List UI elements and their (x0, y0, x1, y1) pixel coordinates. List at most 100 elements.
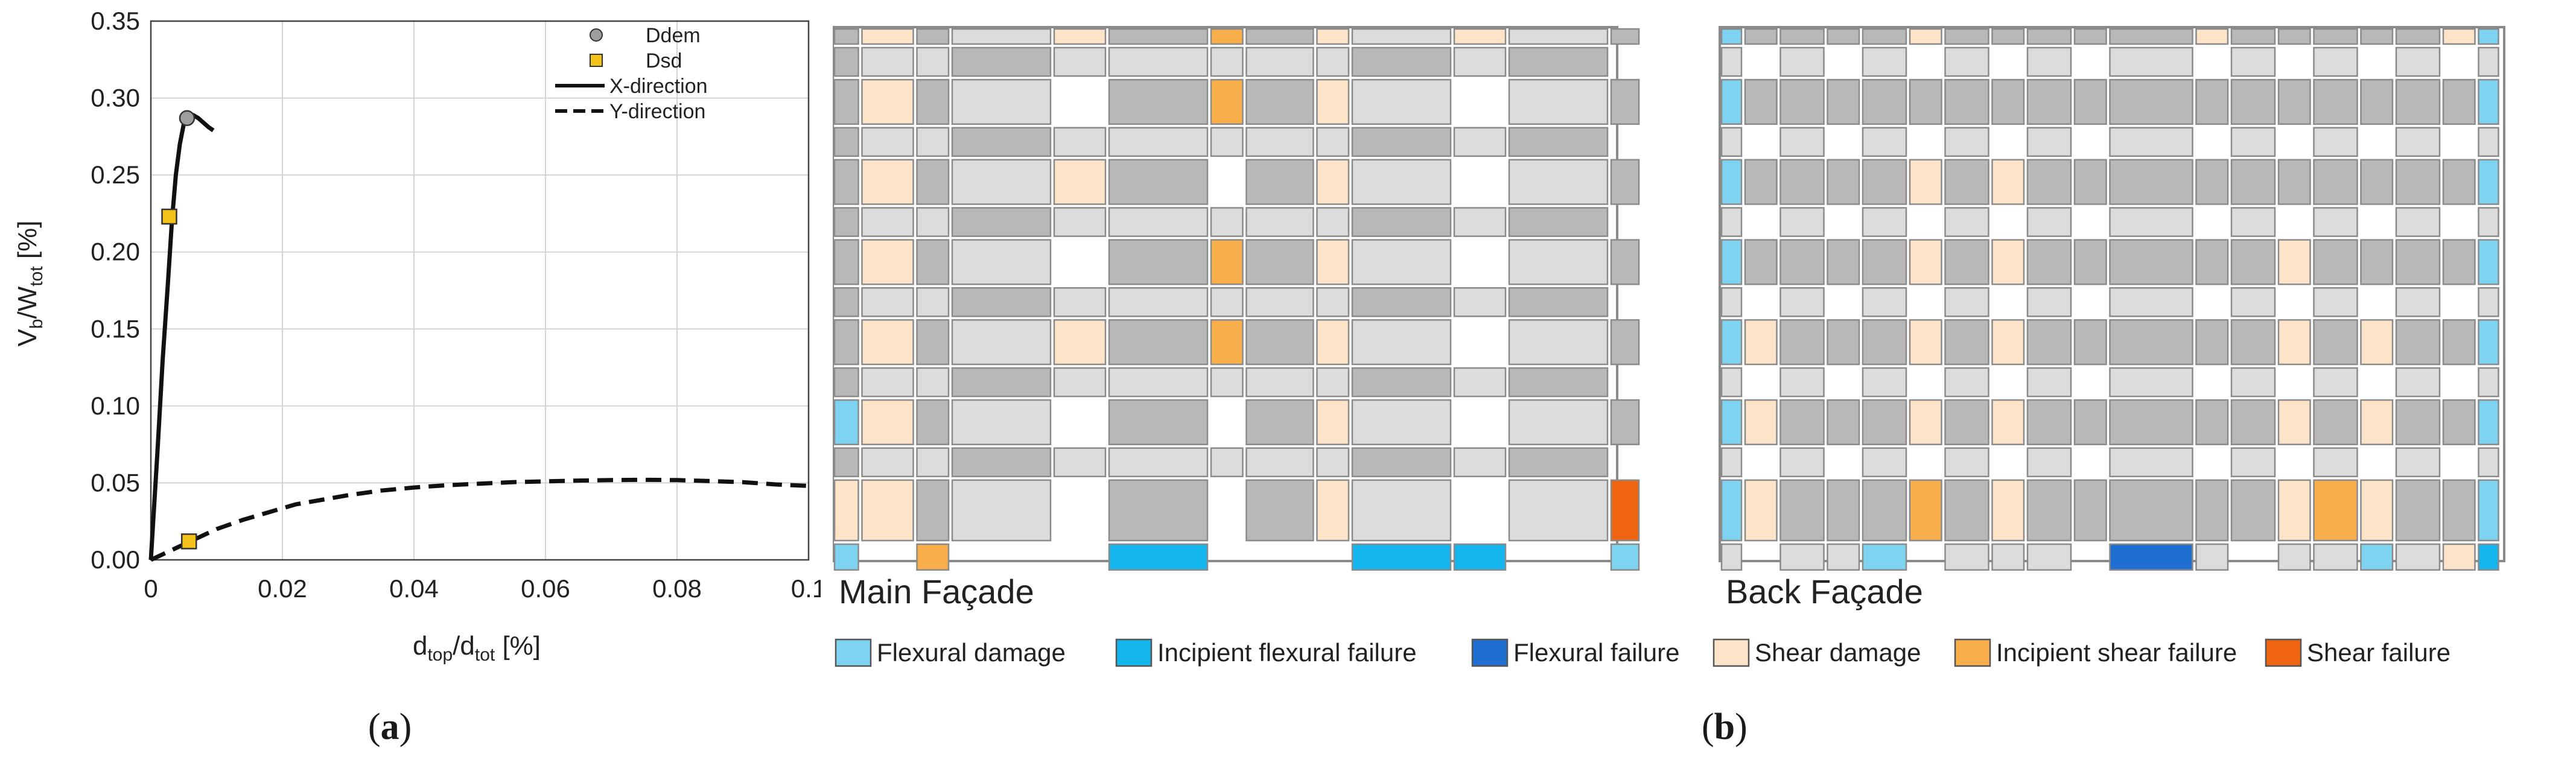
wall-element (2442, 479, 2476, 542)
wall-element (1245, 319, 1314, 366)
wall-element (1508, 46, 1609, 77)
wall-element (861, 287, 914, 317)
wall-element (1351, 46, 1452, 77)
wall-element (2109, 239, 2193, 285)
wall-element (1744, 78, 1778, 125)
wall-element (1944, 159, 1989, 205)
legend-marker-ddem (590, 28, 603, 42)
wall-element (2478, 479, 2499, 542)
wall-element (1108, 159, 1209, 205)
wall-element (2026, 479, 2072, 542)
wall-element (916, 239, 950, 285)
wall-element (2073, 479, 2107, 542)
wall-element (1862, 367, 1907, 398)
wall-element (2277, 399, 2311, 445)
wall-element (2395, 207, 2441, 237)
x-tick-label: 0 (144, 574, 157, 603)
wall-element (2442, 78, 2476, 125)
wall-element (2195, 78, 2229, 125)
wall-element (2277, 159, 2311, 205)
wall-element (1245, 367, 1314, 398)
wall-element (2277, 543, 2311, 571)
wall-element (2478, 127, 2499, 157)
legend-label: Incipient shear failure (1996, 638, 2237, 667)
wall-element (1508, 239, 1609, 285)
wall-element (2313, 159, 2358, 205)
wall-element (861, 367, 914, 398)
wall-element (2313, 447, 2358, 478)
wall-element (1720, 287, 1743, 317)
wall-element (2395, 28, 2441, 45)
wall-element (1779, 287, 1825, 317)
wall-element (833, 543, 859, 571)
wall-element (833, 447, 859, 478)
wall-element (833, 46, 859, 77)
wall-element (1744, 239, 1778, 285)
wall-element (2395, 127, 2441, 157)
wall-element (2395, 479, 2441, 542)
wall-element (2395, 319, 2441, 366)
wall-element (1944, 287, 1989, 317)
wall-element (916, 479, 950, 542)
wall-element (2109, 479, 2193, 542)
wall-element (1744, 319, 1778, 366)
wall-element (951, 46, 1052, 77)
wall-element (1720, 28, 1743, 45)
wall-element (2442, 159, 2476, 205)
wall-element (1720, 543, 1743, 571)
y-tick-label: 0.25 (91, 160, 140, 189)
wall-element (2478, 207, 2499, 237)
wall-element (1053, 159, 1107, 205)
wall-element (1508, 159, 1609, 205)
wall-element (2313, 78, 2358, 125)
wall-element (1909, 78, 1942, 125)
wall-element (1351, 319, 1452, 366)
wall-element (833, 399, 859, 445)
wall-element (1108, 207, 1209, 237)
wall-element (1508, 319, 1609, 366)
wall-element (1991, 159, 2025, 205)
legend-label: X-direction (609, 75, 708, 98)
wall-element (833, 287, 859, 317)
wall-element (951, 399, 1052, 445)
wall-element (1053, 319, 1107, 366)
wall-element (1245, 159, 1314, 205)
wall-element (1053, 46, 1107, 77)
wall-element (1720, 78, 1743, 125)
wall-element (1909, 159, 1942, 205)
wall-element (1744, 28, 1778, 45)
wall-element (1108, 239, 1209, 285)
wall-element (1744, 399, 1778, 445)
wall-element (2109, 207, 2193, 237)
wall-element (1210, 239, 1244, 285)
wall-element (2313, 207, 2358, 237)
wall-element (2026, 28, 2072, 45)
wall-element (916, 543, 950, 571)
y-tick-label: 0.00 (91, 545, 140, 574)
wall-element (1720, 239, 1743, 285)
wall-element (1245, 127, 1314, 157)
tick-labels: 0 0.02 0.04 0.06 0.08 0.1 0.00 0.05 0.10 0.15 0.20… (91, 7, 826, 603)
damage-legend: Flexural damage Incipient flexural failur… (835, 638, 2450, 667)
wall-element (1210, 287, 1244, 317)
wall-element (2313, 46, 2358, 77)
wall-element (2109, 28, 2193, 45)
series-line-x-direction (148, 113, 215, 560)
point-ddem (179, 110, 196, 126)
series (148, 113, 809, 562)
wall-element (2195, 543, 2229, 571)
wall-element (2026, 207, 2072, 237)
x-tick-label: 0.06 (521, 574, 570, 603)
wall-element (1108, 127, 1209, 157)
wall-element (1316, 207, 1350, 237)
wall-element (1245, 399, 1314, 445)
wall-element (2026, 447, 2072, 478)
wall-element (2478, 367, 2499, 398)
wall-element (2395, 447, 2441, 478)
axes (150, 20, 810, 561)
wall-element (2313, 543, 2358, 571)
wall-element (2230, 367, 2276, 398)
wall-element (861, 46, 914, 77)
wall-element (951, 127, 1052, 157)
